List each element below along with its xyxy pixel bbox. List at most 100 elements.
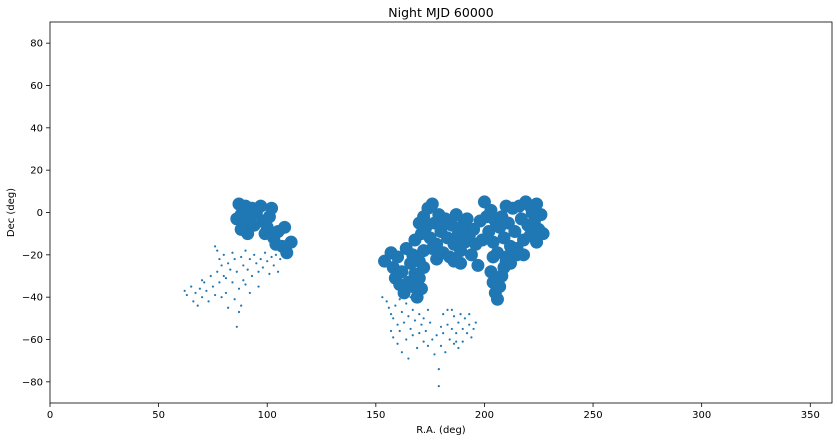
- y-axis-label: Dec (deg): [6, 188, 17, 237]
- small-point-marker: [216, 249, 219, 252]
- x-tick-label: 300: [692, 410, 711, 421]
- small-point-marker: [240, 255, 243, 259]
- y-tick-label: 20: [30, 166, 43, 177]
- small-point-marker: [400, 310, 403, 314]
- small-point-marker: [413, 319, 417, 322]
- small-point-marker: [235, 325, 238, 328]
- y-tick-label: 80: [30, 39, 43, 50]
- y-tick-label: −60: [22, 335, 43, 346]
- pointing-marker: [395, 265, 409, 279]
- small-point-marker: [381, 296, 384, 299]
- small-point-marker: [392, 336, 395, 339]
- pointing-marker: [482, 225, 496, 239]
- small-point-marker: [231, 281, 234, 284]
- pointing-marker: [278, 220, 292, 234]
- small-point-marker: [259, 257, 262, 261]
- small-point-marker: [452, 342, 456, 345]
- small-point-marker: [405, 338, 408, 341]
- pointing-marker: [486, 235, 500, 249]
- small-point-marker: [429, 321, 432, 324]
- small-point-marker: [459, 313, 462, 316]
- small-point-marker: [398, 329, 401, 333]
- pointing-marker: [247, 218, 261, 232]
- pointing-marker: [234, 222, 248, 236]
- small-point-marker: [420, 323, 423, 326]
- data-points: [183, 195, 550, 388]
- small-point-marker: [274, 253, 278, 256]
- small-point-marker: [461, 327, 464, 331]
- pointing-marker: [460, 212, 474, 226]
- x-tick-label: 100: [258, 410, 277, 421]
- pointing-marker: [430, 252, 444, 266]
- small-point-marker: [233, 257, 236, 261]
- small-point-marker: [422, 340, 425, 343]
- small-point-marker: [457, 321, 460, 324]
- small-point-marker: [424, 329, 427, 333]
- small-point-marker: [190, 285, 193, 288]
- small-point-marker: [209, 274, 212, 278]
- small-point-marker: [470, 336, 473, 339]
- small-point-marker: [444, 351, 447, 354]
- small-point-marker: [474, 321, 477, 324]
- small-point-marker: [272, 264, 275, 267]
- small-point-marker: [279, 257, 282, 261]
- small-point-marker: [266, 260, 269, 263]
- pointing-marker: [254, 199, 268, 213]
- small-point-marker: [405, 302, 408, 305]
- small-point-marker: [389, 313, 393, 316]
- small-point-marker: [426, 344, 430, 347]
- small-point-marker: [407, 357, 410, 360]
- pointing-marker: [230, 212, 244, 226]
- small-point-marker: [402, 321, 406, 324]
- small-point-marker: [253, 253, 256, 256]
- small-point-marker: [216, 270, 219, 273]
- small-point-marker: [448, 338, 451, 341]
- pointing-marker: [280, 246, 294, 260]
- small-point-marker: [411, 308, 414, 311]
- small-point-marker: [276, 270, 280, 273]
- small-point-marker: [263, 251, 267, 254]
- small-point-marker: [283, 253, 286, 256]
- small-point-marker: [422, 317, 425, 320]
- small-point-marker: [257, 285, 260, 288]
- small-point-marker: [220, 296, 223, 299]
- pointing-marker: [269, 237, 283, 251]
- small-point-marker: [240, 304, 243, 307]
- small-point-marker: [261, 266, 264, 269]
- pointing-marker: [464, 248, 478, 262]
- pointing-marker: [517, 248, 531, 262]
- small-point-marker: [248, 291, 251, 295]
- small-point-marker: [452, 315, 456, 318]
- small-point-marker: [268, 272, 271, 275]
- small-point-marker: [235, 270, 238, 273]
- y-tick-label: 0: [37, 208, 43, 219]
- x-tick-label: 50: [152, 410, 165, 421]
- small-point-marker: [211, 285, 215, 288]
- small-point-marker: [433, 353, 436, 356]
- small-point-marker: [244, 249, 247, 252]
- small-point-marker: [442, 313, 445, 316]
- small-point-marker: [409, 327, 412, 331]
- small-point-marker: [220, 264, 223, 267]
- small-point-marker: [227, 262, 230, 265]
- pointing-marker: [417, 261, 431, 275]
- small-point-marker: [224, 291, 228, 295]
- pointing-marker: [484, 265, 498, 279]
- x-axis-label: R.A. (deg): [416, 425, 466, 436]
- small-point-marker: [435, 334, 438, 337]
- small-point-marker: [457, 346, 460, 350]
- small-point-marker: [450, 327, 453, 331]
- small-point-marker: [200, 279, 204, 282]
- small-point-marker: [200, 296, 204, 299]
- y-tick-label: −40: [22, 293, 43, 304]
- small-point-marker: [465, 332, 469, 335]
- small-point-marker: [242, 279, 245, 282]
- small-point-marker: [407, 315, 410, 318]
- small-point-marker: [244, 283, 247, 286]
- pointing-marker: [534, 208, 548, 222]
- pointing-marker: [391, 250, 405, 264]
- small-point-marker: [446, 308, 449, 311]
- small-point-marker: [439, 325, 443, 328]
- small-point-marker: [418, 313, 421, 316]
